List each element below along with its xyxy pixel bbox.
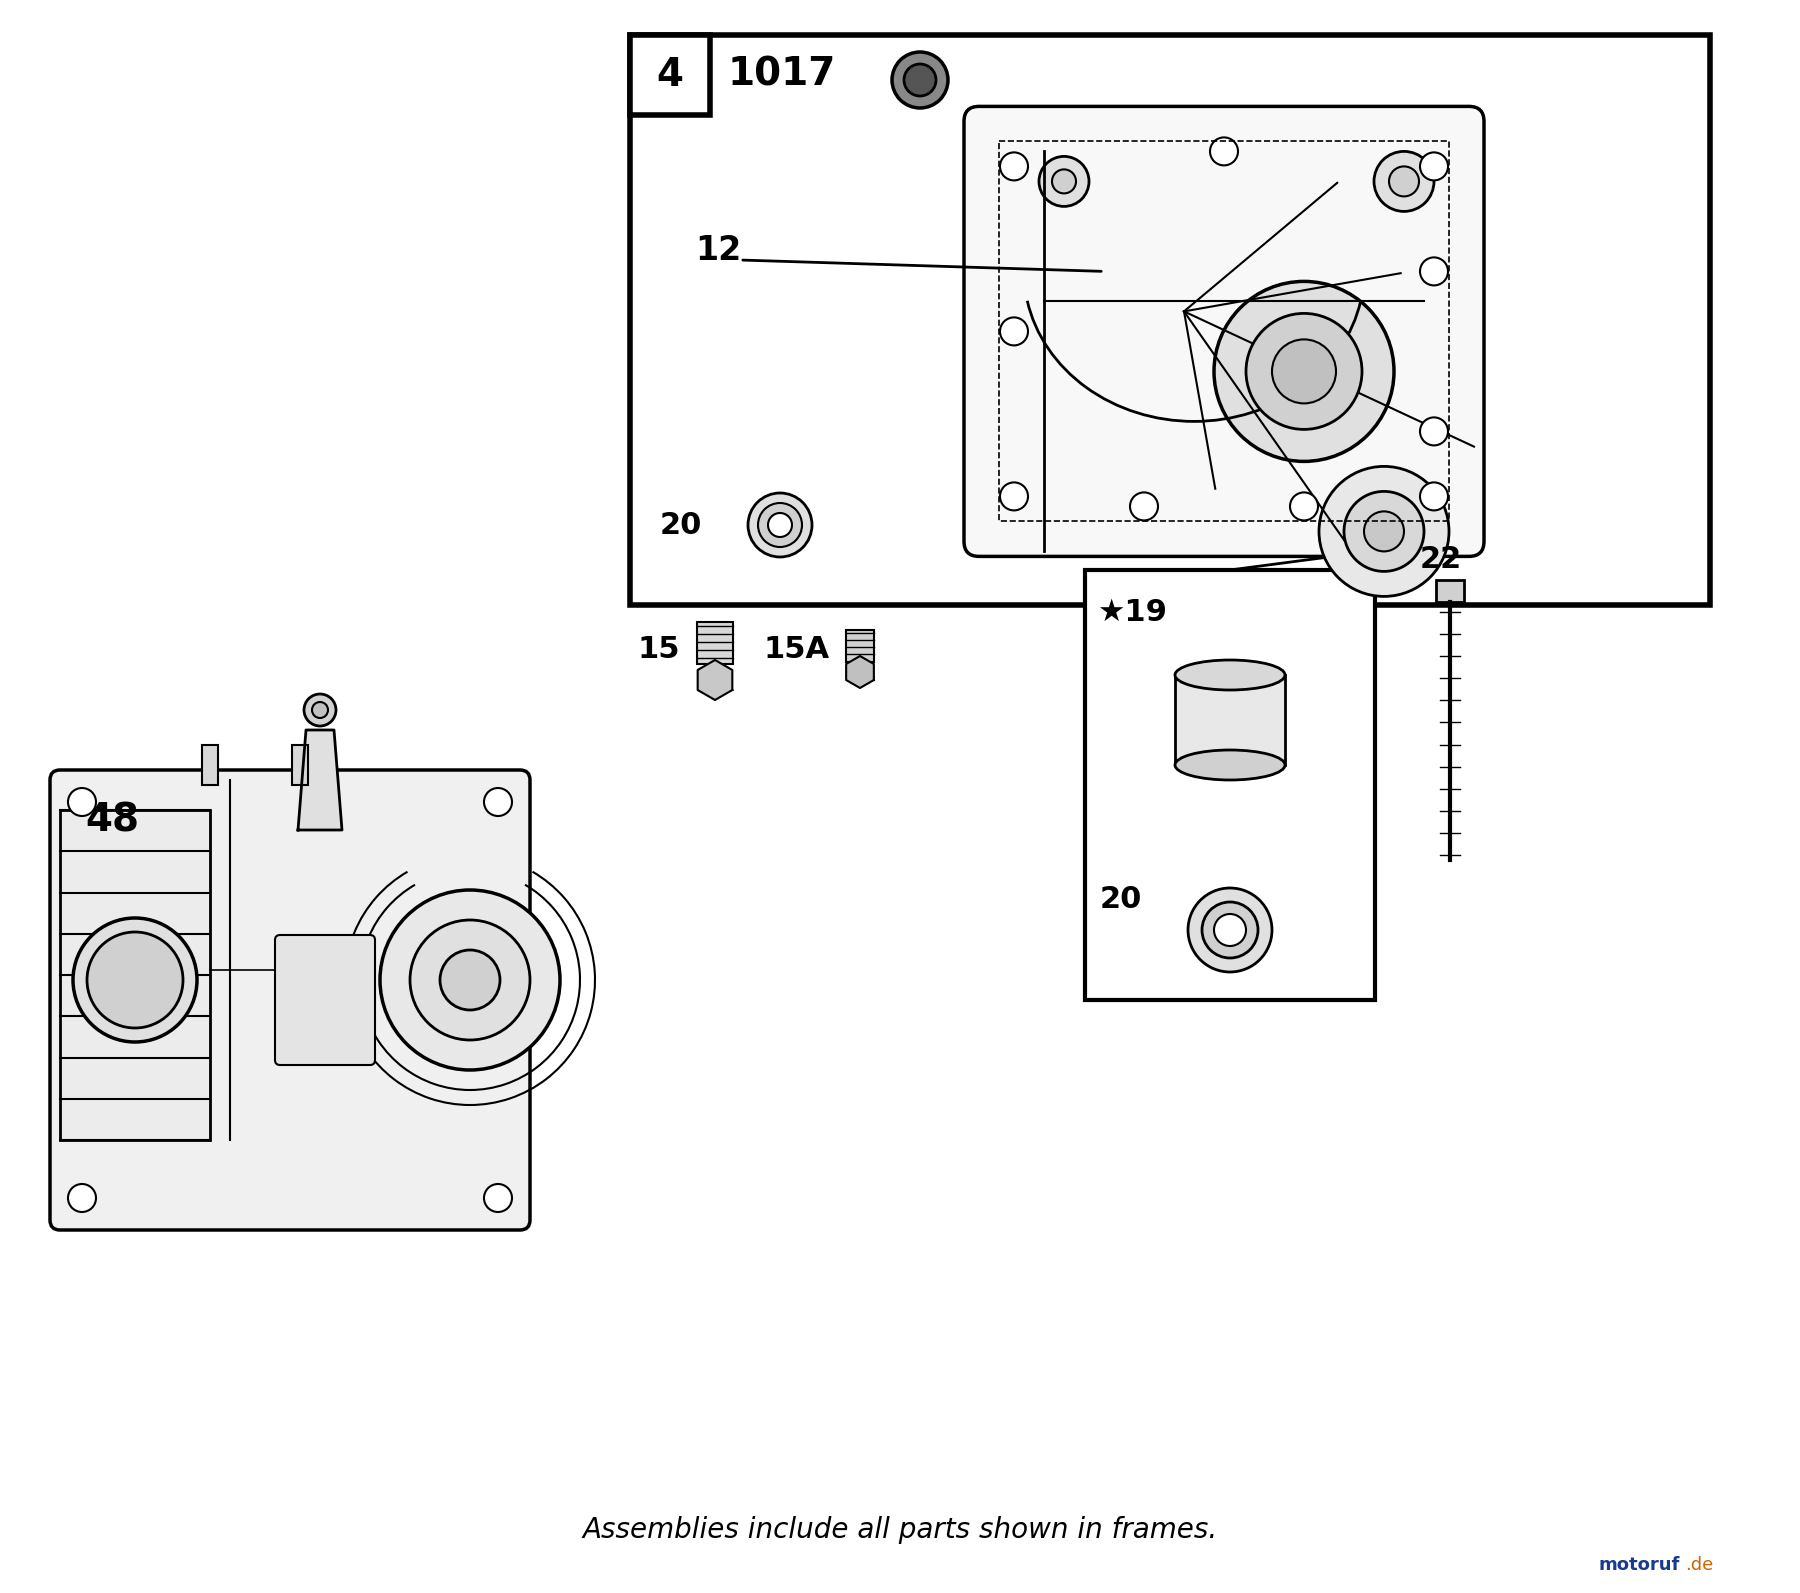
Circle shape: [1188, 887, 1273, 972]
Circle shape: [1210, 137, 1238, 166]
Circle shape: [1390, 166, 1418, 196]
Circle shape: [893, 53, 949, 108]
Circle shape: [1039, 156, 1089, 207]
Polygon shape: [846, 656, 873, 688]
FancyBboxPatch shape: [275, 935, 374, 1066]
Bar: [1085, 570, 1375, 1000]
Circle shape: [1291, 492, 1318, 521]
Bar: [630, 35, 709, 115]
Bar: [292, 746, 308, 785]
Circle shape: [439, 949, 500, 1010]
Circle shape: [311, 703, 328, 718]
Ellipse shape: [1175, 660, 1285, 690]
Polygon shape: [698, 660, 733, 699]
Circle shape: [304, 695, 337, 726]
Circle shape: [1364, 511, 1404, 551]
Bar: [59, 809, 211, 1141]
Bar: [1436, 580, 1463, 602]
Circle shape: [1345, 491, 1424, 572]
Circle shape: [410, 921, 529, 1040]
Circle shape: [1373, 151, 1435, 212]
Circle shape: [68, 789, 95, 816]
Circle shape: [74, 918, 196, 1042]
Bar: [697, 621, 733, 664]
Bar: [1175, 675, 1285, 765]
Circle shape: [769, 513, 792, 537]
Circle shape: [86, 932, 184, 1027]
Circle shape: [904, 64, 936, 96]
Circle shape: [749, 492, 812, 558]
Text: 20: 20: [661, 510, 702, 540]
Circle shape: [484, 1184, 511, 1212]
Text: 20: 20: [1100, 886, 1143, 914]
Text: Assemblies include all parts shown in frames.: Assemblies include all parts shown in fr…: [583, 1517, 1217, 1544]
Circle shape: [484, 789, 511, 816]
Circle shape: [1001, 483, 1028, 510]
FancyBboxPatch shape: [50, 769, 529, 1230]
Circle shape: [1001, 317, 1028, 346]
Text: ★19: ★19: [1096, 597, 1166, 626]
Circle shape: [1051, 169, 1076, 193]
Text: 15A: 15A: [763, 636, 830, 664]
Circle shape: [758, 503, 803, 546]
Circle shape: [1130, 492, 1157, 521]
Circle shape: [1213, 914, 1246, 946]
Polygon shape: [299, 730, 342, 830]
Circle shape: [1319, 467, 1449, 596]
Bar: [999, 142, 1449, 521]
Text: 1017: 1017: [727, 56, 837, 94]
Circle shape: [1202, 902, 1258, 957]
Text: 4: 4: [657, 56, 684, 94]
Bar: [846, 629, 875, 663]
Text: 12: 12: [695, 234, 742, 266]
Text: 48: 48: [85, 801, 139, 840]
Circle shape: [1420, 153, 1447, 180]
Circle shape: [1213, 282, 1393, 462]
Text: 15: 15: [637, 636, 680, 664]
Circle shape: [1001, 153, 1028, 180]
FancyBboxPatch shape: [965, 107, 1483, 556]
Ellipse shape: [1175, 750, 1285, 781]
Circle shape: [1273, 339, 1336, 403]
Circle shape: [1420, 258, 1447, 285]
Circle shape: [68, 1184, 95, 1212]
Text: motoruf: motoruf: [1598, 1556, 1679, 1574]
Circle shape: [1420, 417, 1447, 446]
Circle shape: [1246, 314, 1363, 430]
Text: .de: .de: [1685, 1556, 1714, 1574]
Bar: [202, 746, 218, 785]
Bar: [630, 35, 1710, 605]
Circle shape: [1420, 483, 1447, 510]
Circle shape: [380, 890, 560, 1070]
Text: 22: 22: [1420, 545, 1462, 575]
